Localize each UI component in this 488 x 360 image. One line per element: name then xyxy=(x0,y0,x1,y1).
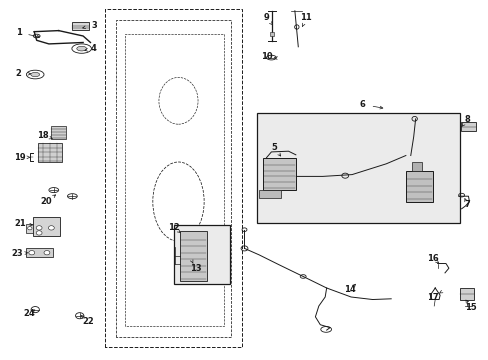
Ellipse shape xyxy=(31,72,40,77)
Bar xyxy=(33,217,60,236)
Bar xyxy=(460,122,475,131)
Text: 10: 10 xyxy=(260,52,272,61)
Text: 9: 9 xyxy=(263,13,269,22)
Bar xyxy=(259,190,281,198)
Bar xyxy=(269,32,273,36)
Text: 21: 21 xyxy=(15,219,26,228)
Text: 7: 7 xyxy=(464,200,469,209)
Text: 5: 5 xyxy=(270,143,276,152)
Text: 3: 3 xyxy=(91,21,97,30)
Text: 2: 2 xyxy=(16,69,21,78)
Ellipse shape xyxy=(44,251,50,255)
Ellipse shape xyxy=(29,251,35,255)
Text: 23: 23 xyxy=(12,249,23,258)
Bar xyxy=(180,231,206,281)
Text: 20: 20 xyxy=(41,197,52,206)
Bar xyxy=(405,171,432,202)
Text: 24: 24 xyxy=(23,309,35,318)
Text: 15: 15 xyxy=(464,303,476,312)
Text: 16: 16 xyxy=(427,253,438,263)
Text: 1: 1 xyxy=(16,28,21,37)
Bar xyxy=(459,288,473,300)
Bar xyxy=(38,143,61,162)
Bar xyxy=(263,158,296,190)
Text: 18: 18 xyxy=(37,130,49,139)
Text: 6: 6 xyxy=(359,100,365,109)
Bar xyxy=(26,224,33,233)
Bar xyxy=(256,113,459,223)
Text: 11: 11 xyxy=(300,13,311,22)
Text: 19: 19 xyxy=(14,153,25,162)
Bar xyxy=(51,126,65,139)
Text: 17: 17 xyxy=(427,292,438,302)
Ellipse shape xyxy=(48,226,54,230)
Ellipse shape xyxy=(77,46,86,51)
Text: 8: 8 xyxy=(464,115,469,124)
Bar xyxy=(26,248,53,257)
Ellipse shape xyxy=(27,227,32,230)
Text: 13: 13 xyxy=(189,264,201,274)
Ellipse shape xyxy=(36,226,42,230)
Ellipse shape xyxy=(36,231,42,235)
Text: 12: 12 xyxy=(167,223,179,232)
Text: 14: 14 xyxy=(344,285,355,294)
Bar xyxy=(173,225,229,284)
Bar xyxy=(72,22,89,30)
Bar xyxy=(411,162,422,171)
Text: 4: 4 xyxy=(91,44,97,53)
Text: 22: 22 xyxy=(82,317,94,325)
